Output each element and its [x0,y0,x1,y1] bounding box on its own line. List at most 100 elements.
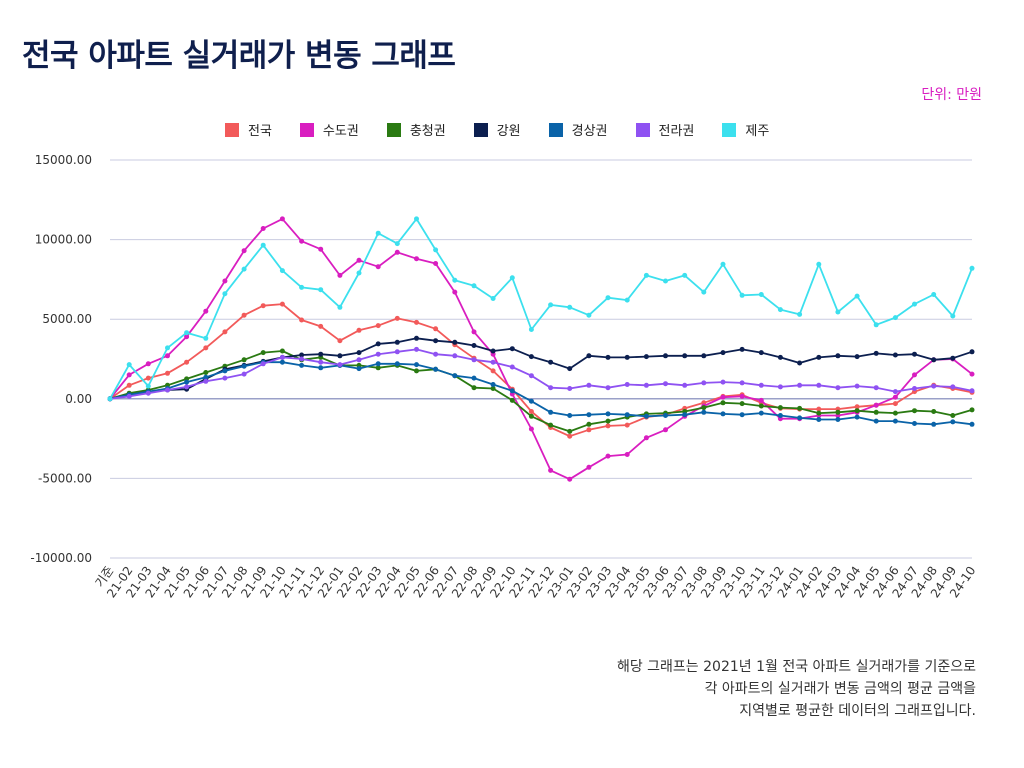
data-point [414,362,419,368]
data-point [873,385,879,391]
data-point [701,289,707,295]
data-point [605,295,611,301]
data-point [509,275,515,281]
data-point [548,409,554,415]
data-point [912,372,917,378]
data-point [203,370,209,375]
data-point [624,354,630,360]
data-point [720,400,726,406]
data-point [356,357,362,363]
data-point [471,343,477,348]
data-point [471,329,477,335]
data-point [739,292,745,298]
legend-swatch [548,122,563,137]
data-point [720,411,726,417]
legend-item: 전국 [225,120,272,139]
chart-note: 해당 그래프는 2021년 1월 전국 아파트 실거래가를 기준으로 각 아파트… [617,656,976,722]
data-point [433,247,439,253]
data-point [490,296,496,301]
data-point [414,319,419,325]
data-point [165,345,170,351]
data-point [739,412,745,418]
series-line [109,303,973,438]
data-point [912,421,917,426]
data-point [241,266,247,272]
data-point [931,383,937,389]
data-point [758,292,764,297]
y-tick-label: -10000.00 [30,551,92,565]
data-point [318,365,324,371]
data-point [854,293,860,299]
data-point [126,393,132,399]
data-point [375,230,381,236]
series-line [109,217,973,400]
legend-item: 수도권 [299,120,359,139]
legend-swatch [635,122,650,137]
data-point [528,327,534,332]
data-point [624,297,630,303]
data-point [854,408,860,414]
data-point [184,359,190,365]
data-point [471,375,477,381]
y-tick-label: 5000.00 [42,312,92,326]
data-point [892,352,898,358]
data-point [299,362,305,368]
data-point [414,256,419,262]
data-point [950,384,956,390]
data-point [892,410,898,416]
data-point [777,307,783,313]
data-point [624,452,630,457]
data-point [375,361,381,367]
data-point [567,433,573,439]
data-point [758,410,764,416]
data-point [318,359,324,365]
data-point [586,353,592,359]
data-point [548,302,554,308]
data-point [777,384,783,390]
data-point [701,405,707,411]
legend-swatch [473,122,488,137]
legend-label: 경상권 [571,124,608,139]
data-point [145,361,151,367]
data-point [260,226,266,231]
data-point [356,257,362,263]
data-point [279,359,285,365]
data-point [471,385,477,391]
data-point [643,382,649,388]
data-point [892,315,898,321]
data-point [912,408,917,414]
data-point [605,453,611,459]
data-point [394,241,400,247]
data-point [950,413,956,418]
unit-label: 단위: 만원 [921,87,982,103]
data-point [184,330,190,336]
data-point [643,413,649,419]
data-point [528,373,534,379]
data-point [279,301,285,307]
data-point [969,265,975,271]
data-point [816,354,822,360]
series-line [109,361,973,426]
data-point [777,405,783,411]
data-point [356,270,362,276]
data-point [414,368,419,374]
legend-swatch [386,122,401,137]
data-point [969,407,975,413]
data-point [931,292,937,297]
data-point [912,351,917,357]
data-point [912,301,917,307]
note-line-3: 지역별로 평균한 데이터의 그래프입니다. [739,703,976,719]
data-point [375,351,381,357]
data-point [586,412,592,418]
data-point [624,382,630,387]
data-point [969,349,975,355]
data-point [433,261,439,266]
data-point [720,261,726,267]
data-point [777,354,783,360]
data-point [663,278,668,284]
data-point [816,417,822,422]
data-point [816,410,822,416]
legend-item: 제주 [722,120,769,139]
data-point [797,311,803,317]
legend-label: 제주 [745,124,770,139]
